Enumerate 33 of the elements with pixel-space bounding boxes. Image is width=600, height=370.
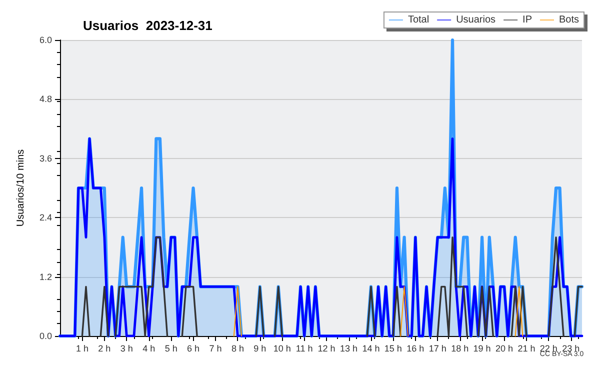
x-tick-label: 15 h <box>384 344 402 354</box>
chart-title: Usuarios 2023-12-31 <box>83 18 212 33</box>
y-tick-label: 0.0 <box>39 331 52 341</box>
legend-label: Bots <box>558 14 580 26</box>
x-tick-label: 20 h <box>495 344 514 354</box>
y-axis-title: Usuarios/10 mins <box>16 149 26 227</box>
x-tick-label: 14 h <box>362 344 380 354</box>
x-tick-label: 13 h <box>340 344 358 354</box>
x-tick-label: 9 h <box>254 344 266 354</box>
x-tick-label: 12 h <box>318 344 336 354</box>
x-tick-label: 16 h <box>406 344 424 354</box>
x-tick-label: 11 h <box>296 344 313 354</box>
x-tick-label: 10 h <box>273 344 291 354</box>
legend-label: IP <box>522 14 532 26</box>
legend-label: Total <box>408 14 430 26</box>
x-tick-label: 2 h <box>98 344 111 354</box>
x-tick-label: 5 h <box>164 344 178 354</box>
x-tick-label: 6 h <box>187 344 200 354</box>
y-tick-label: 2.4 <box>39 212 52 223</box>
x-tick-label: 21 h <box>518 344 536 354</box>
x-tick-label: 7 h <box>209 344 222 354</box>
x-tick-label: 1 h <box>76 344 88 354</box>
x-tick-label: 4 h <box>142 344 156 354</box>
legend-label: Usuarios <box>456 14 496 26</box>
x-tick-label: 19 h <box>473 344 491 354</box>
x-tick-label: 17 h <box>428 344 446 354</box>
x-tick-label: 3 h <box>120 344 133 354</box>
y-tick-label: 1.2 <box>39 272 52 282</box>
y-tick-label: 6.0 <box>39 35 52 45</box>
x-tick-label: 18 h <box>451 344 469 354</box>
y-tick-label: 3.6 <box>39 153 52 164</box>
y-tick-label: 4.8 <box>39 94 52 104</box>
x-tick-label: 8 h <box>231 344 244 354</box>
